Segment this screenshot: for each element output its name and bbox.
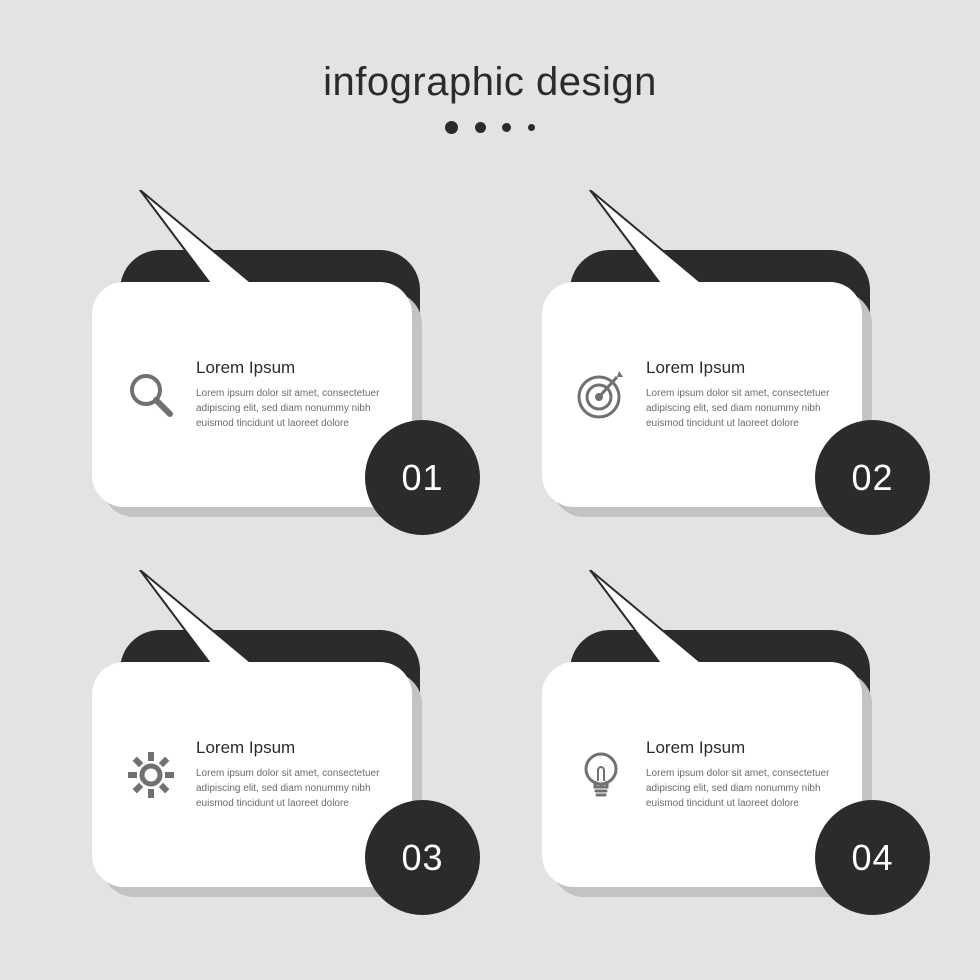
card-front: Lorem Ipsum Lorem ipsum dolor sit amet, … <box>542 662 862 887</box>
info-card: Lorem Ipsum Lorem ipsum dolor sit amet, … <box>60 210 480 530</box>
card-title: Lorem Ipsum <box>646 358 842 378</box>
card-front: Lorem Ipsum Lorem ipsum dolor sit amet, … <box>92 662 412 887</box>
card-number-badge: 04 <box>815 800 930 915</box>
cards-grid: Lorem Ipsum Lorem ipsum dolor sit amet, … <box>0 190 980 950</box>
card-number-badge: 02 <box>815 420 930 535</box>
card-title: Lorem Ipsum <box>646 738 842 758</box>
card-body: Lorem ipsum dolor sit amet, consectetuer… <box>196 386 392 431</box>
target-icon <box>566 367 636 423</box>
card-number-badge: 01 <box>365 420 480 535</box>
dot <box>528 124 535 131</box>
card-front: Lorem Ipsum Lorem ipsum dolor sit amet, … <box>92 282 412 507</box>
dot <box>475 122 486 133</box>
magnifier-icon <box>116 367 186 423</box>
dot <box>502 123 511 132</box>
card-body: Lorem ipsum dolor sit amet, consectetuer… <box>646 766 842 811</box>
page-title: infographic design <box>0 0 980 105</box>
card-front: Lorem Ipsum Lorem ipsum dolor sit amet, … <box>542 282 862 507</box>
gear-icon <box>116 747 186 803</box>
card-number-badge: 03 <box>365 800 480 915</box>
card-body: Lorem ipsum dolor sit amet, consectetuer… <box>196 766 392 811</box>
card-title: Lorem Ipsum <box>196 738 392 758</box>
card-title: Lorem Ipsum <box>196 358 392 378</box>
info-card: Lorem Ipsum Lorem ipsum dolor sit amet, … <box>510 590 930 910</box>
info-card: Lorem Ipsum Lorem ipsum dolor sit amet, … <box>510 210 930 530</box>
card-body: Lorem ipsum dolor sit amet, consectetuer… <box>646 386 842 431</box>
bulb-icon <box>566 747 636 803</box>
decorative-dots <box>0 119 980 137</box>
info-card: Lorem Ipsum Lorem ipsum dolor sit amet, … <box>60 590 480 910</box>
dot <box>445 121 458 134</box>
